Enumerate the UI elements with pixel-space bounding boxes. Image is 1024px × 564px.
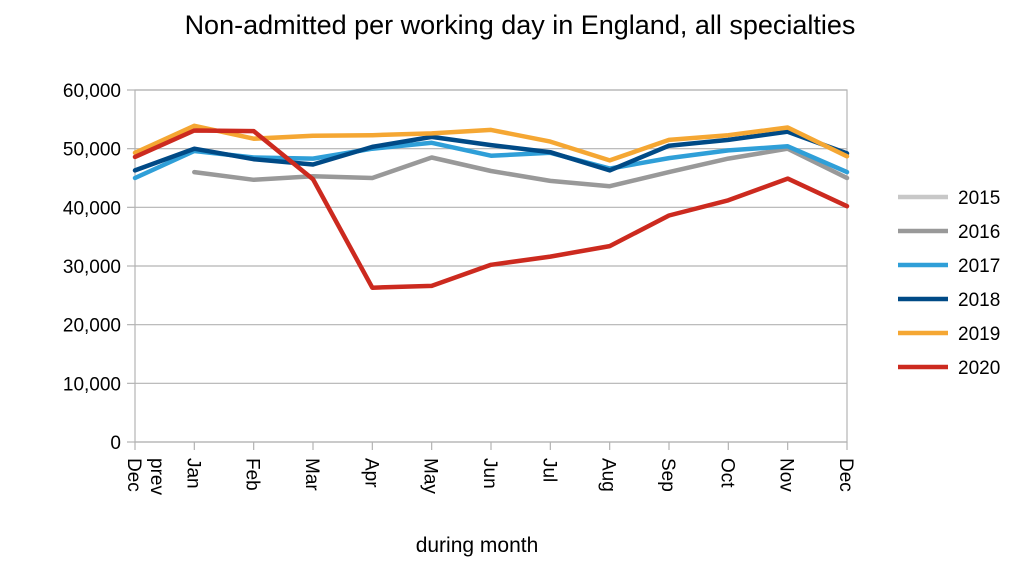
x-axis-ticks: Dec prev Jan Feb Mar Apr May Jun Jul Aug Sep Oct Nov…: [123, 442, 856, 495]
legend-label-2016: 2016: [958, 222, 1000, 243]
x-tick-label: Dec: [835, 458, 856, 492]
y-tick-label: 60,000: [63, 81, 121, 102]
x-tick-label: Jan: [182, 458, 203, 489]
x-tick-label: Jul: [538, 458, 559, 482]
legend-label-2019: 2019: [958, 324, 1000, 345]
series-line-2016: [192, 146, 850, 189]
y-tick-label: 40,000: [63, 198, 121, 219]
x-tick-label: Nov: [776, 458, 797, 492]
y-tick-label: 0: [110, 433, 121, 454]
y-tick-label: 50,000: [63, 140, 121, 161]
legend: 2015 2016 2017 2018 2019 2020: [898, 188, 1000, 379]
series-line-2018: [132, 129, 850, 173]
legend-label-2017: 2017: [958, 256, 1000, 277]
y-tick-label: 20,000: [63, 316, 121, 337]
chart-title: Non-admitted per working day in England,…: [184, 10, 856, 40]
y-tick-label: 10,000: [63, 374, 121, 395]
x-tick-label: Mar: [301, 458, 322, 491]
x-tick-label: Aug: [598, 458, 619, 492]
x-tick-label: May: [420, 458, 441, 494]
x-axis-label: during month: [416, 534, 539, 557]
series-lines: [132, 123, 850, 290]
x-tick-label: Apr: [360, 458, 381, 488]
y-axis-ticks: 0 10,000 20,000 30,000 40,000 50,000 60,000: [63, 81, 135, 454]
legend-label-2020: 2020: [958, 358, 1000, 379]
x-tick-label: Oct: [716, 458, 737, 488]
y-tick-label: 30,000: [63, 257, 121, 278]
x-tick-label: prev: [146, 458, 167, 495]
x-tick-label: Sep: [657, 458, 678, 492]
x-tick-label: Jun: [479, 458, 500, 489]
series-line-2019: [132, 123, 850, 163]
legend-label-2018: 2018: [958, 290, 1000, 311]
x-tick-label: Feb: [242, 458, 263, 491]
series-line-2020: [132, 128, 850, 290]
legend-label-2015: 2015: [958, 188, 1000, 209]
x-tick-label: Dec: [123, 458, 144, 492]
